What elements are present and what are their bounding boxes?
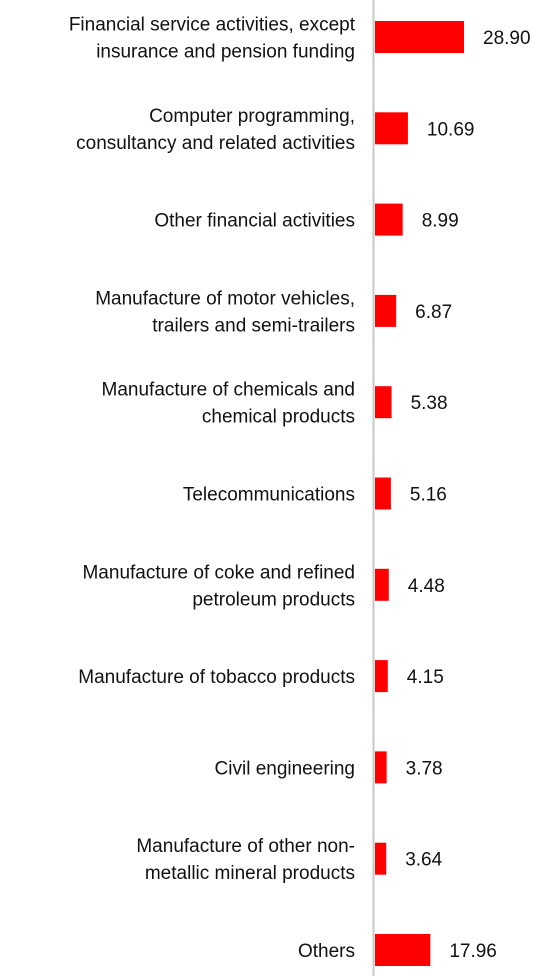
value-label-7: 4.15 <box>407 667 444 688</box>
category-label-8-line-0: Civil engineering <box>215 758 355 779</box>
bar-0 <box>375 21 465 53</box>
value-label-10: 17.96 <box>449 941 497 962</box>
bar-4 <box>375 386 392 419</box>
bar-6 <box>375 568 389 601</box>
category-label-6-line-1: petroleum products <box>192 589 355 610</box>
bar-9 <box>375 842 387 875</box>
category-label-0-line-0: Financial service activities, except <box>69 15 356 36</box>
category-label-9-line-0: Manufacture of other non- <box>136 836 355 857</box>
category-label-3-line-0: Manufacture of motor vehicles, <box>95 288 355 309</box>
bar-1 <box>375 112 408 145</box>
bars <box>375 21 465 966</box>
value-label-6: 4.48 <box>408 576 445 597</box>
value-label-0: 28.90 <box>483 28 531 49</box>
bar-8 <box>375 751 387 784</box>
value-label-9: 3.64 <box>405 850 442 871</box>
bar-10 <box>375 934 431 966</box>
bar-7 <box>375 660 388 693</box>
category-label-5-line-0: Telecommunications <box>183 485 355 506</box>
value-labels: 28.90 10.69 8.99 6.87 5.38 5.16 4.48 4.15 3.78 3.… <box>405 28 530 962</box>
category-label-6-line-0: Manufacture of coke and refined <box>82 562 355 583</box>
category-label-3-line-1: trailers and semi-trailers <box>152 315 355 336</box>
category-label-1-line-0: Computer programming, <box>149 106 355 127</box>
category-label-2-line-0: Other financial activities <box>154 211 355 232</box>
category-label-9-line-1: metallic mineral products <box>145 863 355 884</box>
category-label-1-line-1: consultancy and related activities <box>76 133 355 154</box>
value-label-4: 5.38 <box>411 393 448 414</box>
value-label-3: 6.87 <box>415 302 452 323</box>
category-label-4-line-0: Manufacture of chemicals and <box>102 380 355 401</box>
value-label-5: 5.16 <box>410 485 447 506</box>
bar-2 <box>375 203 403 236</box>
category-labels: Financial service activities, except insu… <box>69 15 356 963</box>
bar-5 <box>375 477 391 510</box>
value-label-2: 8.99 <box>422 211 459 232</box>
category-label-0-line-1: insurance and pension funding <box>96 42 355 63</box>
category-label-10-line-0: Others <box>298 941 355 962</box>
value-label-8: 3.78 <box>406 758 443 779</box>
value-label-1: 10.69 <box>427 119 475 140</box>
bar-3 <box>375 294 397 327</box>
category-label-7-line-0: Manufacture of tobacco products <box>78 667 355 688</box>
category-label-4-line-1: chemical products <box>202 407 355 428</box>
